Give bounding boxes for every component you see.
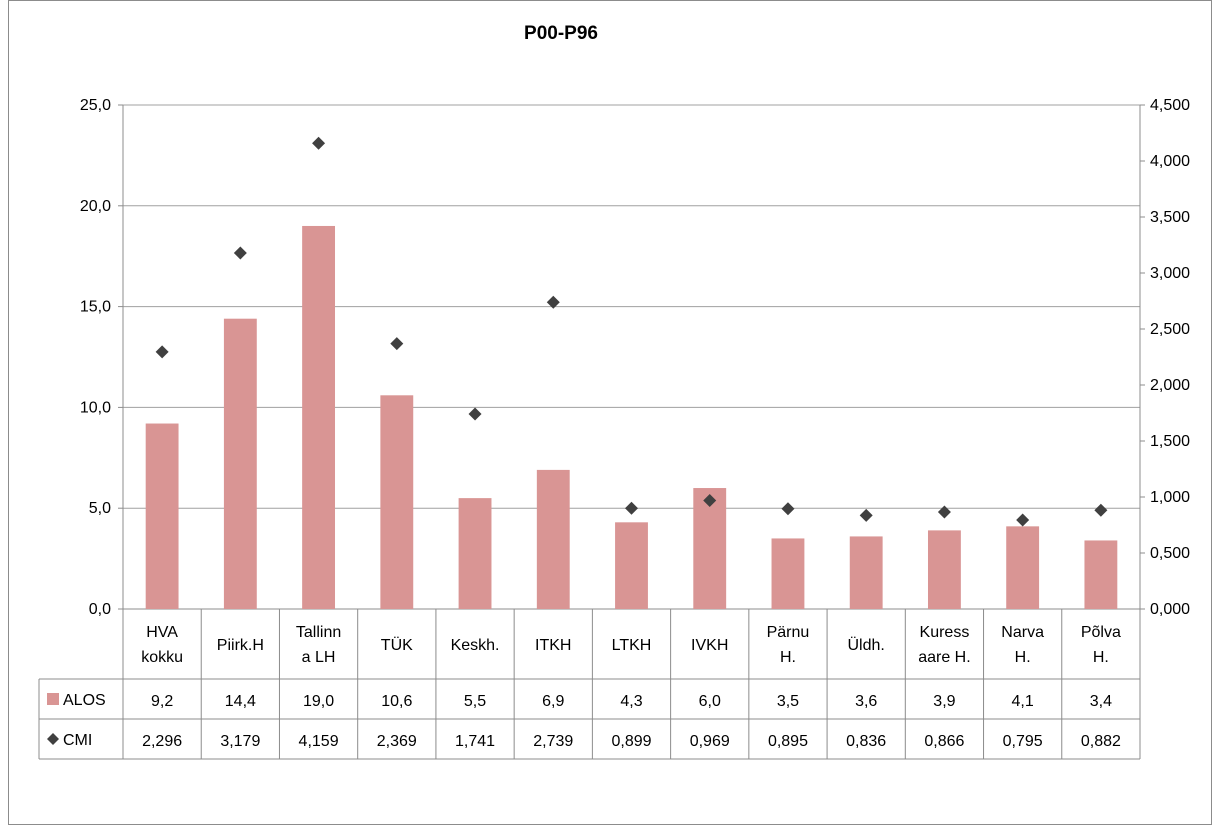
y-right-tick-label: 1,500 bbox=[1150, 433, 1190, 450]
category-label: Põlva bbox=[1081, 624, 1121, 641]
data-label-alos: 3,5 bbox=[777, 693, 799, 710]
bar-alos bbox=[302, 225, 336, 609]
category-label: Piirk.H bbox=[217, 637, 264, 654]
chart-frame: P00-P96 0,0 5,0 10,0 15,0 20,0 25,0 0,000 0,500 1… bbox=[8, 0, 1212, 825]
chart-title: P00-P96 bbox=[524, 23, 598, 44]
data-label-cmi: 0,866 bbox=[924, 733, 964, 750]
category-label: ITKH bbox=[535, 637, 571, 654]
y-right-tick-label: 3,500 bbox=[1150, 209, 1190, 226]
bar-alos bbox=[458, 498, 492, 609]
data-label-cmi: 0,836 bbox=[846, 733, 886, 750]
data-label-alos: 10,6 bbox=[381, 693, 412, 710]
category-label: Tallinn bbox=[296, 624, 341, 641]
y-left-tick-label: 25,0 bbox=[80, 97, 111, 114]
bar-alos bbox=[693, 488, 727, 609]
legend-label-alos: ALOS bbox=[63, 692, 106, 709]
data-label-alos: 3,4 bbox=[1090, 693, 1112, 710]
bar-alos bbox=[1084, 540, 1118, 609]
y-right-tick-label: 2,500 bbox=[1150, 321, 1190, 338]
category-label: kokku bbox=[141, 649, 183, 666]
y-right-tick-label: 0,500 bbox=[1150, 545, 1190, 562]
data-label-cmi: 4,159 bbox=[299, 733, 339, 750]
marker-cmi bbox=[233, 246, 247, 260]
y-right-tick-label: 4,500 bbox=[1150, 97, 1190, 114]
category-label: HVA bbox=[146, 624, 178, 641]
data-label-cmi: 0,969 bbox=[690, 733, 730, 750]
data-label-cmi: 2,739 bbox=[533, 733, 573, 750]
data-label-cmi: 1,741 bbox=[455, 733, 495, 750]
data-label-cmi: 0,882 bbox=[1081, 733, 1121, 750]
category-label: Keskh. bbox=[451, 637, 500, 654]
marker-cmi bbox=[1016, 513, 1030, 527]
marker-cmi bbox=[781, 502, 795, 516]
data-label-cmi: 0,795 bbox=[1003, 733, 1043, 750]
y-right-tick-label: 4,000 bbox=[1150, 153, 1190, 170]
data-label-alos: 14,4 bbox=[225, 693, 256, 710]
marker-cmi bbox=[937, 505, 951, 519]
bar-alos bbox=[145, 423, 179, 609]
bar-alos bbox=[849, 536, 883, 609]
y-right-tick-label: 2,000 bbox=[1150, 377, 1190, 394]
marker-cmi bbox=[390, 337, 404, 351]
category-label: H. bbox=[780, 649, 796, 666]
y-left-tick-label: 15,0 bbox=[80, 299, 111, 316]
y-right-tick-label: 3,000 bbox=[1150, 265, 1190, 282]
legend-swatch-cmi bbox=[47, 733, 59, 745]
data-label-cmi: 0,899 bbox=[611, 733, 651, 750]
marker-cmi bbox=[1094, 503, 1108, 517]
data-label-alos: 4,1 bbox=[1012, 693, 1034, 710]
data-label-alos: 3,6 bbox=[855, 693, 877, 710]
category-label: TÜK bbox=[381, 636, 413, 654]
marker-cmi bbox=[546, 295, 560, 309]
y-left-tick-label: 0,0 bbox=[89, 601, 111, 618]
category-label: Kuress bbox=[920, 624, 970, 641]
y-left-tick-label: 10,0 bbox=[80, 399, 111, 416]
category-label: Üldh. bbox=[848, 636, 885, 654]
bar-alos bbox=[1006, 526, 1040, 609]
legend-label-cmi: CMI bbox=[63, 732, 92, 749]
bar-alos bbox=[771, 538, 805, 609]
marker-cmi bbox=[468, 407, 482, 421]
category-label: aare H. bbox=[918, 649, 970, 666]
data-label-alos: 5,5 bbox=[464, 693, 486, 710]
y-right-tick-label: 0,000 bbox=[1150, 601, 1190, 618]
marker-cmi bbox=[859, 508, 873, 522]
category-label: Narva bbox=[1001, 624, 1044, 641]
marker-cmi bbox=[625, 501, 638, 515]
data-label-alos: 19,0 bbox=[303, 693, 334, 710]
category-label: H. bbox=[1093, 649, 1109, 666]
y-right-tick-label: 1,000 bbox=[1150, 489, 1190, 506]
data-label-alos: 6,9 bbox=[542, 693, 564, 710]
category-label: H. bbox=[1015, 649, 1031, 666]
data-label-alos: 6,0 bbox=[699, 693, 721, 710]
bar-alos bbox=[223, 318, 257, 609]
marker-cmi bbox=[155, 345, 169, 359]
bar-alos bbox=[927, 530, 961, 609]
bar-alos bbox=[615, 522, 648, 609]
marker-cmi bbox=[312, 136, 326, 150]
data-label-cmi: 0,895 bbox=[768, 733, 808, 750]
data-label-alos: 3,9 bbox=[933, 693, 955, 710]
data-label-alos: 9,2 bbox=[151, 693, 173, 710]
data-label-alos: 4,3 bbox=[620, 693, 642, 710]
category-label: IVKH bbox=[691, 637, 728, 654]
category-label: a LH bbox=[302, 649, 336, 666]
bar-alos bbox=[536, 469, 570, 609]
legend-swatch-alos bbox=[47, 693, 59, 705]
data-label-cmi: 3,179 bbox=[220, 733, 260, 750]
data-label-cmi: 2,296 bbox=[142, 733, 182, 750]
marker-cmi bbox=[703, 493, 717, 507]
bar-alos bbox=[380, 395, 414, 609]
chart-svg: P00-P96 0,0 5,0 10,0 15,0 20,0 25,0 0,000 0,500 1… bbox=[38, 23, 1190, 760]
data-label-cmi: 2,369 bbox=[377, 733, 417, 750]
category-label: LTKH bbox=[612, 637, 652, 654]
y-left-tick-label: 20,0 bbox=[80, 198, 111, 215]
y-left-tick-label: 5,0 bbox=[89, 500, 111, 517]
category-label: Pärnu bbox=[767, 624, 810, 641]
